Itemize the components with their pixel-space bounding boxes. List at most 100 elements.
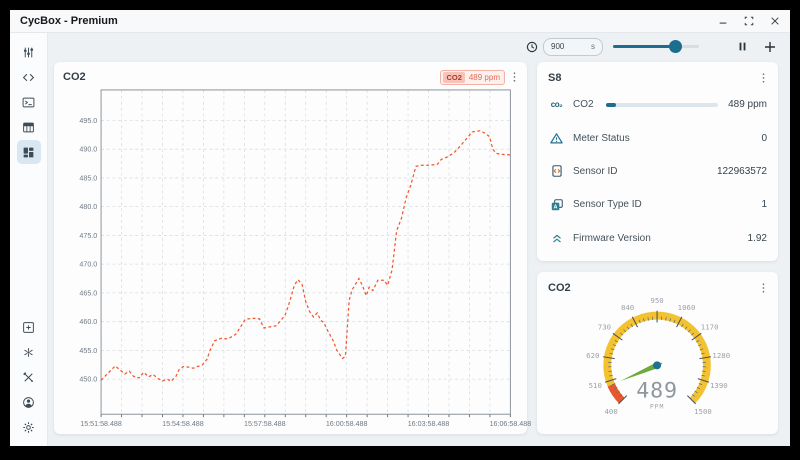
row-label: Meter Status xyxy=(573,132,630,144)
sidebar-item-table[interactable] xyxy=(17,115,41,139)
maximize-button[interactable] xyxy=(744,16,754,26)
window-controls xyxy=(718,16,780,26)
svg-text:A: A xyxy=(553,205,557,211)
gauge-minor-tick xyxy=(611,383,616,386)
gauge-minor-tick xyxy=(701,352,705,355)
x-tick-label: 15:54:58.488 xyxy=(162,419,204,428)
gauge-major-tick xyxy=(618,395,628,405)
gauge-minor-tick xyxy=(698,383,703,386)
row-label: Firmware Version xyxy=(573,232,651,244)
gauge-minor-tick xyxy=(614,340,619,343)
co2-progress-fill xyxy=(605,102,616,107)
chart-menu-button[interactable] xyxy=(511,69,518,85)
gauge-minor-tick xyxy=(647,317,649,321)
pause-button[interactable] xyxy=(737,41,748,52)
gauge-major-tick xyxy=(676,316,683,328)
time-range-slider[interactable] xyxy=(613,40,699,53)
gauge-card: CO2 400 510 620 730 840 950 1060 1170 1280 1390 15… xyxy=(537,272,778,434)
y-tick-label: 495.0 xyxy=(79,116,97,125)
row-value: 122963572 xyxy=(716,165,767,177)
sensor-rows: co₂ CO2 489 ppm Meter Status 0 xyxy=(548,88,767,255)
x-tick-label: 16:03:58.488 xyxy=(408,419,450,428)
gauge-major-tick xyxy=(697,378,710,383)
gauge-tick-label: 1390 xyxy=(710,381,728,390)
y-tick-label: 490.0 xyxy=(79,145,97,154)
add-panel-button[interactable] xyxy=(764,41,776,53)
gauge-major-tick xyxy=(612,332,623,341)
gauge-minor-tick xyxy=(673,319,676,324)
gauge-tick-label: 620 xyxy=(586,351,599,360)
sensor-type-icon: A xyxy=(548,198,565,212)
sidebar-item-terminal[interactable] xyxy=(17,90,41,114)
gauge-major-tick xyxy=(631,316,639,328)
co2-progress-bar xyxy=(605,102,719,107)
gauge-tick-label: 950 xyxy=(650,296,663,305)
gauge-major-tick xyxy=(699,356,712,360)
sidebar-item-dashboard[interactable] xyxy=(16,140,41,164)
gauge-tick-label: 1500 xyxy=(694,407,712,416)
gauge-tick-label: 400 xyxy=(604,407,617,416)
table-icon xyxy=(23,122,34,132)
gauge-tick-label: 840 xyxy=(621,303,634,312)
account-icon xyxy=(23,396,34,408)
minimize-button[interactable] xyxy=(718,16,728,26)
x-tick-label: 15:51:58.488 xyxy=(80,419,122,428)
x-tick-label: 16:06:58.488 xyxy=(490,419,532,428)
gauge-needle xyxy=(620,362,663,382)
tune-icon xyxy=(23,47,34,57)
gauge-menu-button[interactable] xyxy=(760,280,767,296)
slider-knob[interactable] xyxy=(668,40,682,53)
gauge-title: CO2 xyxy=(548,282,571,294)
legend-current-value: 489 ppm xyxy=(468,72,500,82)
chart-title: CO2 xyxy=(63,71,86,83)
settings-icon xyxy=(23,421,34,433)
slider-fill xyxy=(613,45,675,48)
sidebar-item-connections[interactable] xyxy=(17,340,41,364)
sidebar-item-account[interactable] xyxy=(17,390,41,414)
x-tick-label: 15:57:58.488 xyxy=(244,419,286,428)
gauge-major-tick xyxy=(603,356,615,360)
co2-line-chart: 450.0 455.0 460.0 465.0 470.0 475.0 480.0 485.0… xyxy=(79,89,531,428)
hub-icon xyxy=(24,347,33,357)
gauge-minor-tick xyxy=(696,386,701,390)
gauge-minor-tick xyxy=(665,317,667,321)
chart-plot-area: 450.0 455.0 460.0 465.0 470.0 475.0 480.0 485.0… xyxy=(63,85,531,430)
gauge-minor-tick xyxy=(619,394,623,397)
content-area: s CO2 xyxy=(48,33,790,446)
gauge-minor-tick xyxy=(610,348,615,351)
row-value: 489 ppm xyxy=(728,99,767,111)
interval-input[interactable] xyxy=(551,42,575,51)
title-bar: CycBox - Premium xyxy=(10,10,790,33)
gauge-minor-tick xyxy=(699,348,704,351)
close-button[interactable] xyxy=(770,16,780,26)
gauge-tick-label: 730 xyxy=(598,323,611,332)
sensor-menu-button[interactable] xyxy=(760,70,767,86)
toolbar: s xyxy=(48,33,790,60)
sidebar-item-code[interactable] xyxy=(17,65,41,89)
gauge-minor-tick xyxy=(643,318,645,322)
sidebar-item-tools[interactable] xyxy=(17,365,41,389)
terminal-icon xyxy=(22,97,35,107)
co2-chart-card: CO2 CO2 489 ppm 450.0 455.0 460.0 465.0 470.… xyxy=(54,62,531,434)
gauge-minor-tick xyxy=(609,374,613,377)
gauge-value: 489 xyxy=(636,378,678,403)
chart-legend-badge[interactable]: CO2 489 ppm xyxy=(440,69,505,85)
sidebar-item-settings[interactable] xyxy=(17,415,41,439)
gauge-tick-label: 1060 xyxy=(678,303,696,312)
y-tick-label: 465.0 xyxy=(79,288,97,297)
gauge-minor-tick xyxy=(684,326,688,330)
interval-unit: s xyxy=(591,42,595,51)
warning-icon xyxy=(548,131,565,146)
sidebar-item-filters[interactable] xyxy=(17,40,41,64)
sensor-card-title: S8 xyxy=(548,72,562,84)
gauge-major-tick xyxy=(604,378,617,383)
sidebar-item-add-widget[interactable] xyxy=(17,315,41,339)
plot-border xyxy=(100,89,511,415)
gauge-minor-tick xyxy=(612,344,617,347)
sensor-row-co2: co₂ CO2 489 ppm xyxy=(548,92,767,118)
plus-icon xyxy=(765,41,775,52)
gauge-minor-tick xyxy=(620,332,624,336)
sensor-row-sensor-type: A Sensor Type ID 1 xyxy=(548,192,767,218)
y-tick-label: 480.0 xyxy=(79,202,97,211)
gauge-minor-tick xyxy=(669,318,672,322)
